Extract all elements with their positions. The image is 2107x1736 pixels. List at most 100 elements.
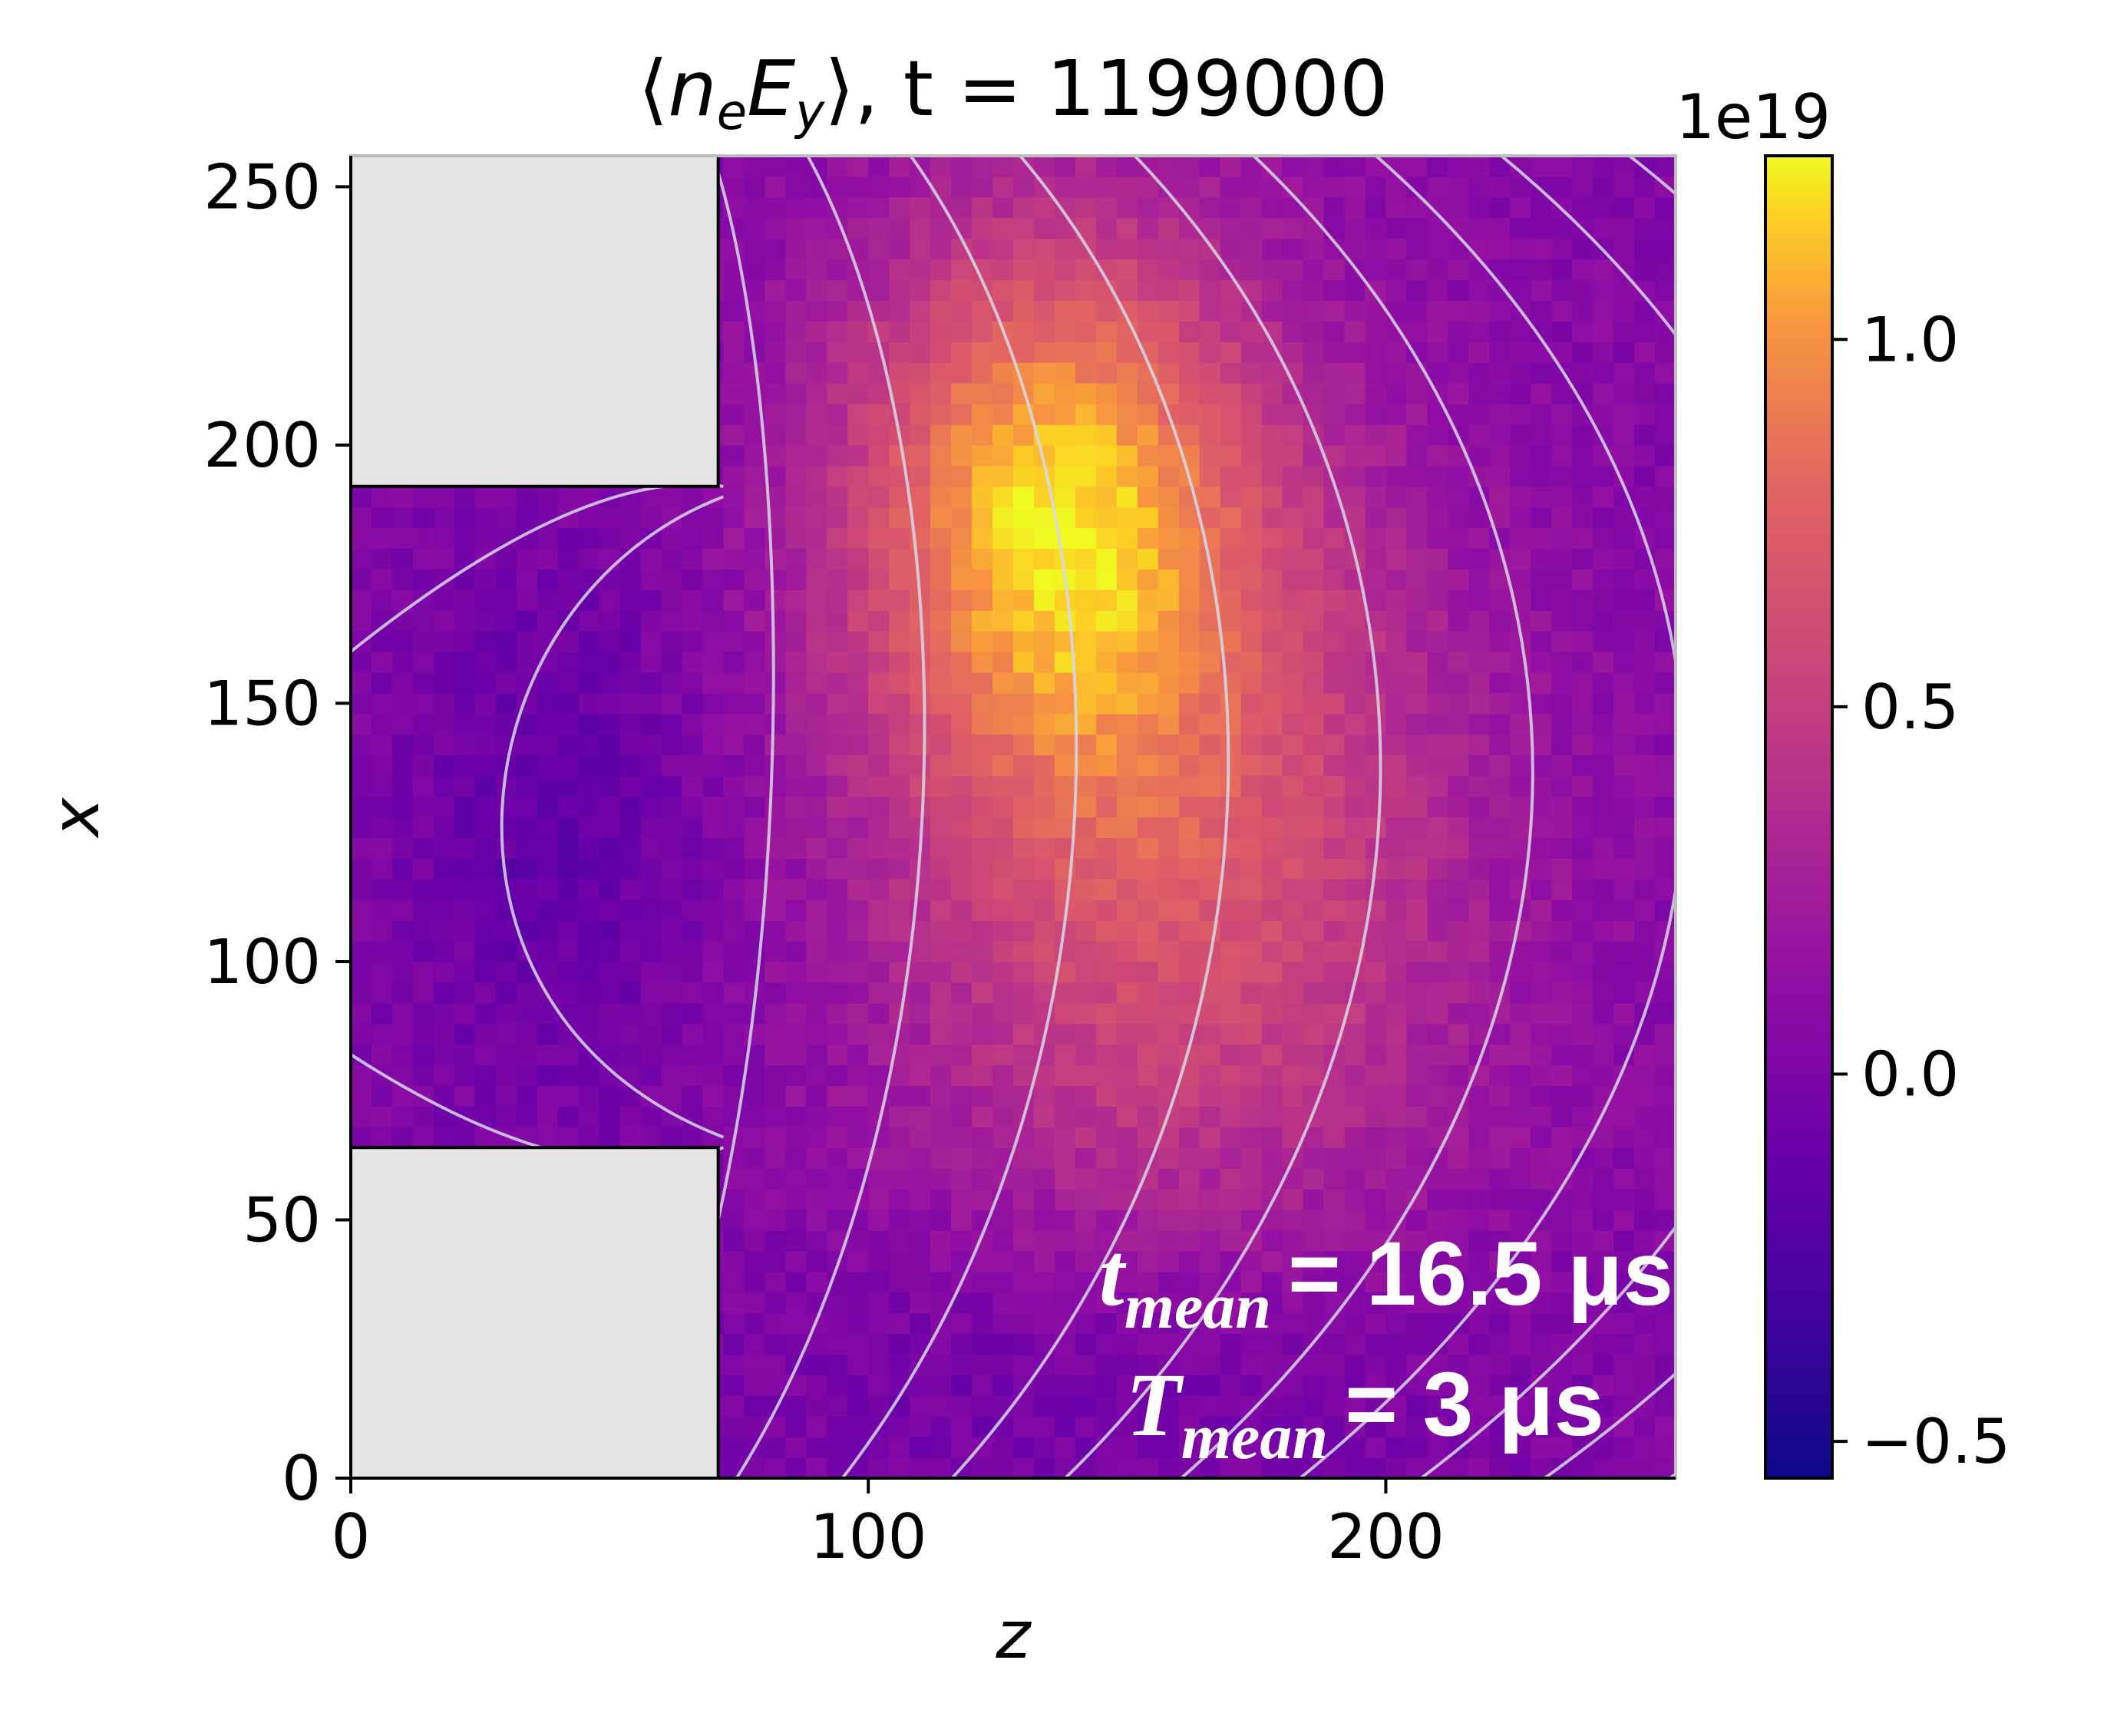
heatmap-cell — [951, 837, 973, 859]
heatmap-cell — [474, 1023, 497, 1045]
heatmap-cell — [1655, 1292, 1676, 1314]
heatmap-cell — [1385, 962, 1407, 983]
heatmap-cell — [1013, 569, 1035, 590]
heatmap-cell — [951, 920, 973, 942]
heatmap-cell — [910, 693, 931, 715]
heatmap-cell — [1593, 1210, 1614, 1231]
heatmap-cell — [1034, 342, 1055, 363]
heatmap-cell — [1634, 941, 1656, 962]
heatmap-cell — [1220, 1229, 1242, 1252]
heatmap-cell — [1034, 1375, 1055, 1396]
heatmap-cell — [1054, 672, 1076, 694]
heatmap-cell — [1158, 899, 1180, 921]
heatmap-cell — [391, 899, 414, 921]
heatmap-cell — [1303, 1271, 1325, 1293]
heatmap-cell — [1531, 837, 1552, 859]
heatmap-cell — [744, 507, 765, 529]
heatmap-cell — [1613, 920, 1635, 942]
heatmap-cell — [1448, 279, 1469, 301]
heatmap-cell — [868, 962, 890, 983]
heatmap-cell — [1158, 610, 1180, 632]
heatmap-cell — [930, 754, 952, 777]
heatmap-cell — [1365, 444, 1387, 467]
heatmap-cell — [1655, 548, 1676, 569]
x-tick-label: 100 — [810, 1501, 927, 1573]
heatmap-cell — [827, 176, 848, 198]
heatmap-cell — [785, 156, 807, 177]
heatmap-cell — [1489, 1127, 1511, 1148]
heatmap-cell — [827, 713, 848, 735]
heatmap-cell — [992, 217, 1014, 239]
heatmap-cell — [351, 693, 372, 715]
heatmap-cell — [1489, 1312, 1511, 1335]
heatmap-cell — [992, 156, 1014, 177]
heatmap-cell — [765, 176, 786, 198]
heatmap-cell — [1613, 217, 1635, 239]
heatmap-cell — [1531, 672, 1552, 694]
heatmap-cell — [372, 507, 393, 529]
heatmap-cell — [785, 693, 807, 715]
heatmap-cell — [1365, 1106, 1387, 1127]
heatmap-cell — [599, 754, 621, 777]
heatmap-cell — [1158, 754, 1180, 777]
heatmap-cell — [992, 196, 1014, 219]
heatmap-cell — [1323, 342, 1346, 363]
heatmap-cell — [1282, 589, 1304, 611]
heatmap-cell — [992, 962, 1014, 983]
heatmap-cell — [1095, 404, 1118, 425]
heatmap-cell — [372, 652, 393, 673]
heatmap-cell — [992, 548, 1014, 569]
heatmap-cell — [351, 817, 372, 838]
heatmap-cell — [1448, 982, 1469, 1004]
heatmap-cell — [1344, 899, 1366, 921]
heatmap-cell — [765, 548, 786, 569]
heatmap-cell — [1593, 156, 1614, 177]
heatmap-cell — [806, 754, 827, 777]
heatmap-cell — [1489, 1354, 1511, 1375]
heatmap-cell — [1385, 300, 1407, 322]
heatmap-cell — [868, 279, 890, 301]
heatmap-cell — [1220, 775, 1242, 797]
heatmap-cell — [1178, 1168, 1200, 1190]
heatmap-cell — [1303, 1312, 1325, 1335]
heatmap-cell — [785, 342, 807, 363]
heatmap-cell — [1655, 507, 1676, 529]
heatmap-cell — [1199, 1106, 1221, 1127]
heatmap-cell — [1178, 404, 1200, 425]
heatmap-cell — [1593, 652, 1614, 673]
heatmap-cell — [1303, 1229, 1325, 1252]
heatmap-cell — [1634, 362, 1656, 384]
heatmap-cell — [744, 1168, 765, 1190]
heatmap-cell — [1095, 383, 1118, 404]
heatmap-cell — [1593, 342, 1614, 363]
heatmap-cell — [391, 672, 414, 694]
heatmap-cell — [1034, 631, 1055, 652]
heatmap-cell — [1075, 1437, 1097, 1458]
heatmap-cell — [1427, 486, 1448, 508]
heatmap-cell — [1634, 424, 1656, 446]
heatmap-cell — [1220, 321, 1242, 342]
heatmap-cell — [433, 837, 455, 859]
heatmap-cell — [744, 962, 765, 983]
heatmap-cell — [1655, 693, 1676, 715]
heatmap-cell — [1572, 486, 1593, 508]
heatmap-cell — [1468, 279, 1490, 301]
heatmap-cell — [723, 300, 745, 322]
heatmap-cell — [765, 610, 786, 632]
heatmap-cell — [1303, 1354, 1325, 1375]
heatmap-cell — [661, 1085, 683, 1107]
heatmap-cell — [1551, 404, 1573, 425]
heatmap-cell — [1282, 982, 1304, 1004]
heatmap-cell — [1199, 362, 1221, 384]
heatmap-cell — [1655, 1168, 1676, 1190]
heatmap-cell — [412, 652, 434, 673]
heatmap-cell — [1572, 1106, 1593, 1127]
heatmap-cell — [1220, 1354, 1242, 1375]
heatmap-cell — [702, 775, 725, 797]
heatmap-cell — [537, 507, 559, 529]
heatmap-cell — [785, 1210, 807, 1231]
heatmap-cell — [1634, 465, 1656, 487]
heatmap-cell — [640, 652, 662, 673]
heatmap-cell — [1655, 1023, 1676, 1045]
heatmap-cell — [1282, 321, 1304, 342]
